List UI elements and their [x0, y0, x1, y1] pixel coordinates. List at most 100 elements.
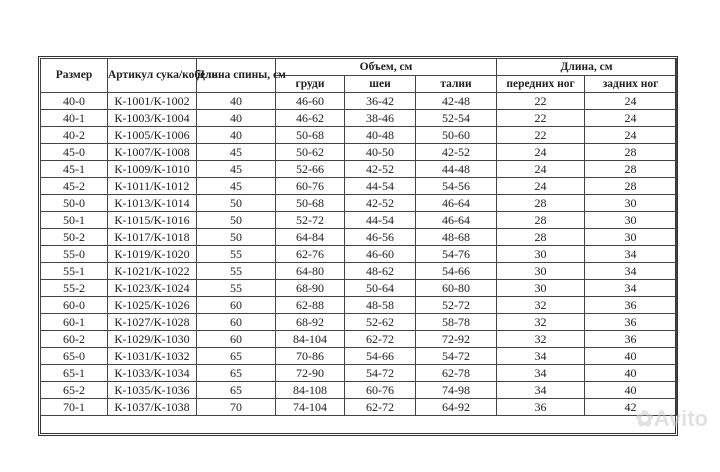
cell-front-legs: 22 — [496, 92, 586, 110]
cell-neck: 36-42 — [344, 92, 416, 110]
cell-waist: 42-48 — [414, 92, 498, 110]
cell-chest: 52-66 — [275, 160, 345, 178]
cell-front-legs: 34 — [496, 364, 586, 382]
cell-neck: 60-76 — [344, 381, 416, 399]
cell-neck: 62-72 — [344, 398, 416, 416]
table-row: 50-2 К-1017/К-1018 50 64-84 46-56 48-68 28 30 — [40, 228, 678, 246]
cell-article: К-1029/К-1030 — [107, 330, 197, 348]
cell-back-length: 40 — [196, 109, 276, 127]
cell-hind-legs: 40 — [584, 364, 678, 382]
cell-chest: 74-104 — [275, 398, 345, 416]
cell-hind-legs: 34 — [584, 262, 678, 280]
table-row: 40-1 К-1003/К-1004 40 46-62 38-46 52-54 22 24 — [40, 109, 678, 127]
size-table: Размер Артикул сука/кобель Длина спины, … — [40, 58, 678, 416]
cell-chest: 64-80 — [275, 262, 345, 280]
cell-size: 65-1 — [40, 364, 108, 382]
table-row: 50-1 К-1015/К-1016 50 52-72 44-54 46-64 28 30 — [40, 211, 678, 229]
cell-chest: 64-84 — [275, 228, 345, 246]
cell-chest: 46-62 — [275, 109, 345, 127]
cell-hind-legs: 36 — [584, 330, 678, 348]
cell-waist: 48-68 — [414, 228, 498, 246]
cell-front-legs: 22 — [496, 109, 586, 127]
cell-hind-legs: 24 — [584, 92, 678, 110]
cell-chest: 68-90 — [275, 279, 345, 297]
cell-chest: 50-68 — [275, 194, 345, 212]
cell-waist: 46-64 — [414, 211, 498, 229]
cell-chest: 50-62 — [275, 143, 345, 161]
cell-size: 50-2 — [40, 228, 108, 246]
cell-hind-legs: 30 — [584, 194, 678, 212]
cell-article: К-1021/К-1022 — [107, 262, 197, 280]
cell-article: К-1015/К-1016 — [107, 211, 197, 229]
cell-front-legs: 28 — [496, 194, 586, 212]
cell-chest: 46-60 — [275, 92, 345, 110]
cell-back-length: 55 — [196, 262, 276, 280]
table-row: 60-0 К-1025/К-1026 60 62-88 48-58 52-72 32 36 — [40, 296, 678, 314]
table-row: 40-2 К-1005/К-1006 40 50-68 40-48 50-60 22 24 — [40, 126, 678, 144]
cell-article: К-1031/К-1032 — [107, 347, 197, 365]
cell-size: 60-1 — [40, 313, 108, 331]
cell-front-legs: 30 — [496, 262, 586, 280]
cell-waist: 54-56 — [414, 177, 498, 195]
cell-waist: 42-52 — [414, 143, 498, 161]
table-row: 55-0 К-1019/К-1020 55 62-76 46-60 54-76 30 34 — [40, 245, 678, 263]
header-neck: шеи — [344, 75, 416, 93]
cell-back-length: 70 — [196, 398, 276, 416]
cell-article: К-1007/К-1008 — [107, 143, 197, 161]
cell-back-length: 65 — [196, 364, 276, 382]
cell-hind-legs: 30 — [584, 211, 678, 229]
cell-article: К-1025/К-1026 — [107, 296, 197, 314]
cell-neck: 52-62 — [344, 313, 416, 331]
cell-chest: 52-72 — [275, 211, 345, 229]
cell-size: 45-2 — [40, 177, 108, 195]
cell-neck: 46-60 — [344, 245, 416, 263]
header-article: Артикул сука/кобель — [107, 58, 218, 93]
cell-size: 70-1 — [40, 398, 108, 416]
cell-neck: 42-52 — [344, 194, 416, 212]
cell-back-length: 45 — [196, 143, 276, 161]
cell-size: 50-0 — [40, 194, 108, 212]
cell-hind-legs: 34 — [584, 279, 678, 297]
cell-hind-legs: 40 — [584, 381, 678, 399]
table-row: 45-0 К-1007/К-1008 45 50-62 40-50 42-52 24 28 — [40, 143, 678, 161]
cell-neck: 38-46 — [344, 109, 416, 127]
cell-front-legs: 30 — [496, 279, 586, 297]
cell-front-legs: 24 — [496, 177, 586, 195]
cell-front-legs: 32 — [496, 313, 586, 331]
cell-front-legs: 36 — [496, 398, 586, 416]
cell-chest: 72-90 — [275, 364, 345, 382]
cell-neck: 62-72 — [344, 330, 416, 348]
header-back-length: Длина спины, см — [196, 58, 286, 93]
table-row: 55-2 К-1023/К-1024 55 68-90 50-64 60-80 30 34 — [40, 279, 678, 297]
cell-waist: 50-60 — [414, 126, 498, 144]
cell-waist: 44-48 — [414, 160, 498, 178]
cell-article: К-1027/К-1028 — [107, 313, 197, 331]
cell-size: 40-1 — [40, 109, 108, 127]
cell-hind-legs: 28 — [584, 177, 678, 195]
cell-back-length: 50 — [196, 228, 276, 246]
header-waist: талии — [414, 75, 498, 93]
cell-hind-legs: 24 — [584, 126, 678, 144]
cell-waist: 64-92 — [414, 398, 498, 416]
cell-waist: 54-72 — [414, 347, 498, 365]
cell-chest: 50-68 — [275, 126, 345, 144]
cell-waist: 54-66 — [414, 262, 498, 280]
header-size: Размер — [40, 58, 108, 93]
cell-size: 65-0 — [40, 347, 108, 365]
cell-waist: 74-98 — [414, 381, 498, 399]
cell-back-length: 45 — [196, 177, 276, 195]
cell-article: К-1009/К-1010 — [107, 160, 197, 178]
cell-waist: 58-78 — [414, 313, 498, 331]
cell-article: К-1005/К-1006 — [107, 126, 197, 144]
header-volume: Объем, см — [274, 58, 498, 76]
cell-hind-legs: 40 — [584, 347, 678, 365]
cell-front-legs: 24 — [496, 143, 586, 161]
cell-back-length: 40 — [196, 92, 276, 110]
table-row: 65-2 К-1035/К-1036 65 84-108 60-76 74-98 34 40 — [40, 381, 678, 399]
cell-waist: 46-64 — [414, 194, 498, 212]
cell-back-length: 60 — [196, 313, 276, 331]
cell-neck: 40-48 — [344, 126, 416, 144]
cell-front-legs: 28 — [496, 211, 586, 229]
cell-article: К-1033/К-1034 — [107, 364, 197, 382]
cell-waist: 62-78 — [414, 364, 498, 382]
